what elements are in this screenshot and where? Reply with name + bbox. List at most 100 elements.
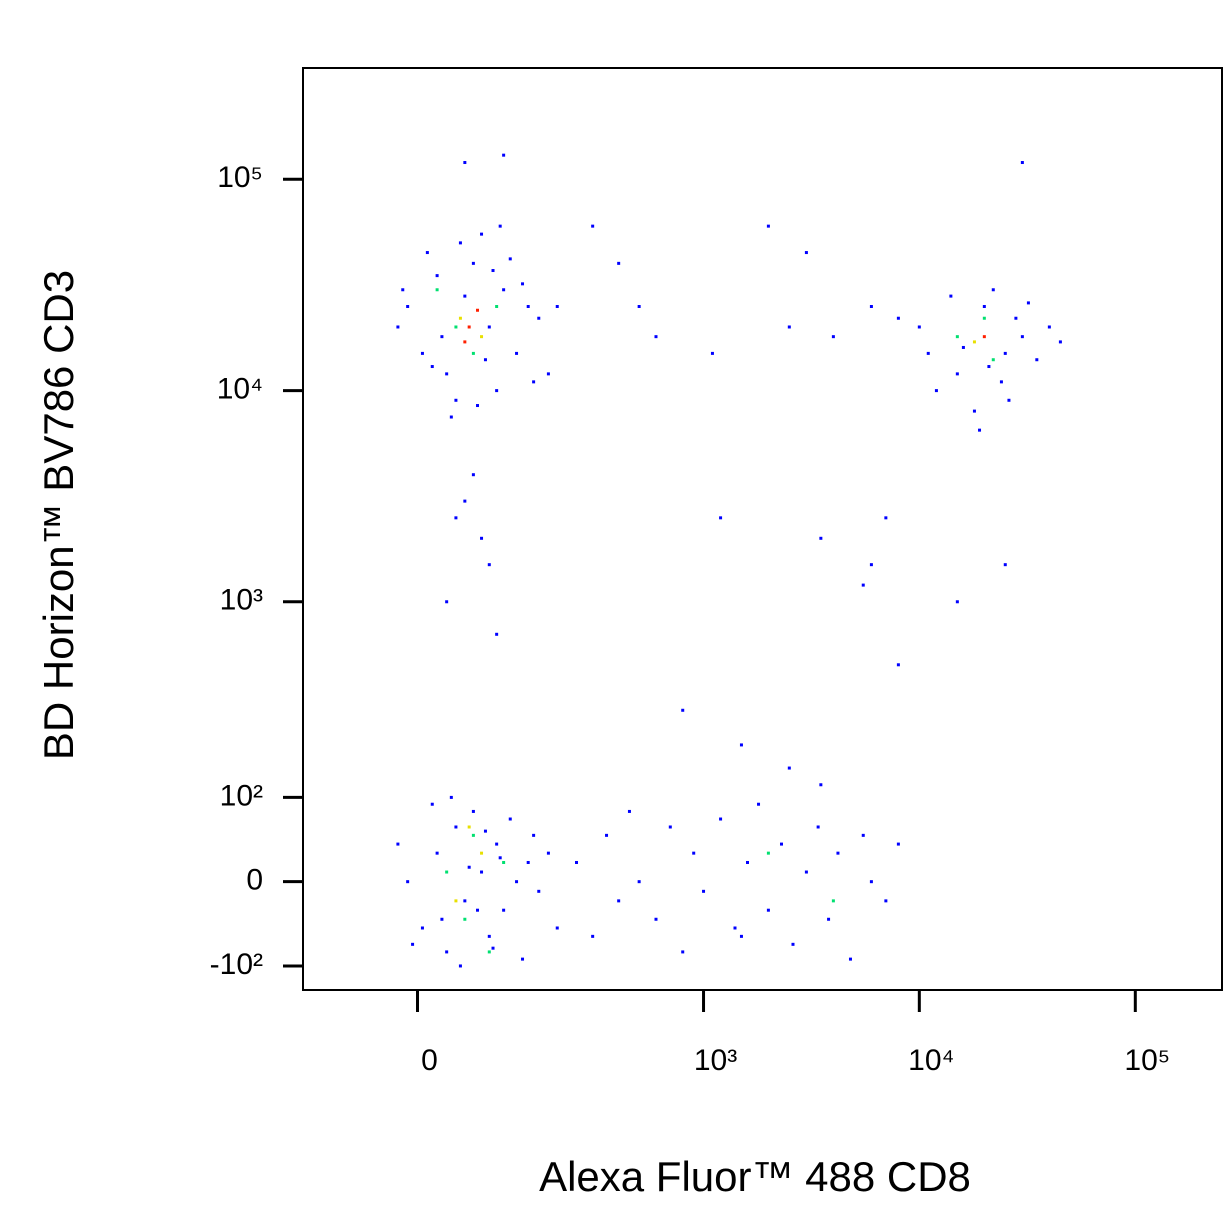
dot — [467, 325, 471, 329]
dot — [502, 288, 506, 292]
dot — [480, 851, 484, 855]
dot — [702, 889, 706, 893]
dot — [896, 842, 900, 846]
dot — [869, 880, 873, 884]
x-tick-label: 10⁵ — [1124, 1044, 1170, 1077]
dot — [1035, 358, 1039, 362]
dot — [476, 908, 480, 912]
dot — [396, 325, 400, 329]
dot — [668, 825, 672, 829]
dot — [458, 316, 462, 320]
dot — [546, 372, 550, 376]
dot — [591, 224, 595, 228]
dot — [719, 516, 723, 520]
dot — [463, 917, 467, 921]
dot — [982, 335, 986, 339]
dot — [471, 473, 475, 477]
dot — [692, 851, 696, 855]
dot — [449, 415, 453, 419]
dot — [495, 389, 499, 393]
dot — [896, 316, 900, 320]
dot — [848, 957, 852, 961]
dot — [521, 282, 525, 286]
dot — [498, 856, 502, 860]
dot — [766, 851, 770, 855]
dot — [617, 261, 621, 265]
dot — [555, 926, 559, 930]
dot — [463, 161, 467, 165]
dot — [999, 380, 1003, 384]
dot — [978, 428, 982, 432]
dot — [445, 372, 449, 376]
dot — [483, 358, 487, 362]
dot — [739, 743, 743, 747]
dot — [791, 942, 795, 946]
x-tick-label: 0 — [421, 1044, 438, 1077]
y-tick-label: 0 — [246, 864, 263, 897]
dot — [982, 316, 986, 320]
dot — [739, 934, 743, 938]
dot — [766, 224, 770, 228]
dot — [487, 325, 491, 329]
dot — [681, 708, 685, 712]
dot — [884, 516, 888, 520]
dot — [476, 308, 480, 312]
dot — [804, 251, 808, 255]
dot — [480, 536, 484, 540]
dot — [435, 288, 439, 292]
dot — [425, 251, 429, 255]
dot — [502, 153, 506, 157]
dot — [1020, 335, 1024, 339]
y-axis-title: BD Horizon™ BV786 CD3 — [35, 270, 82, 760]
dot — [537, 316, 541, 320]
y-tick-label: 10² — [220, 779, 263, 812]
dot — [896, 663, 900, 667]
dot — [445, 950, 449, 954]
dot — [1014, 316, 1018, 320]
x-axis-title: Alexa Fluor™ 488 CD8 — [539, 1153, 971, 1200]
dot — [471, 833, 475, 837]
dot — [1058, 340, 1062, 344]
dot — [972, 340, 976, 344]
dot — [471, 809, 475, 813]
dot — [831, 335, 835, 339]
dot — [861, 833, 865, 837]
dot — [440, 917, 444, 921]
dot — [491, 269, 495, 273]
dot — [454, 516, 458, 520]
dot — [495, 305, 499, 309]
dot — [463, 340, 467, 344]
dot — [537, 889, 541, 893]
dot — [526, 305, 530, 309]
dot — [637, 880, 641, 884]
dot — [1047, 325, 1051, 329]
dot — [435, 274, 439, 278]
dot — [411, 942, 415, 946]
dot — [521, 957, 525, 961]
dot — [508, 257, 512, 261]
dot — [463, 499, 467, 503]
dot — [991, 288, 995, 292]
dot — [406, 880, 410, 884]
dot — [498, 224, 502, 228]
dot — [861, 583, 865, 587]
dot — [420, 351, 424, 355]
dot — [836, 851, 840, 855]
dot — [487, 950, 491, 954]
dot — [869, 305, 873, 309]
dot — [454, 825, 458, 829]
dot — [831, 899, 835, 903]
dot — [961, 345, 965, 349]
plot-frame — [302, 67, 1223, 991]
dot — [591, 934, 595, 938]
dot — [471, 351, 475, 355]
dot — [454, 325, 458, 329]
dot — [787, 325, 791, 329]
dot — [627, 809, 631, 813]
dot — [487, 934, 491, 938]
dot — [757, 802, 761, 806]
dot — [502, 908, 506, 912]
dot — [955, 600, 959, 604]
dot — [495, 842, 499, 846]
